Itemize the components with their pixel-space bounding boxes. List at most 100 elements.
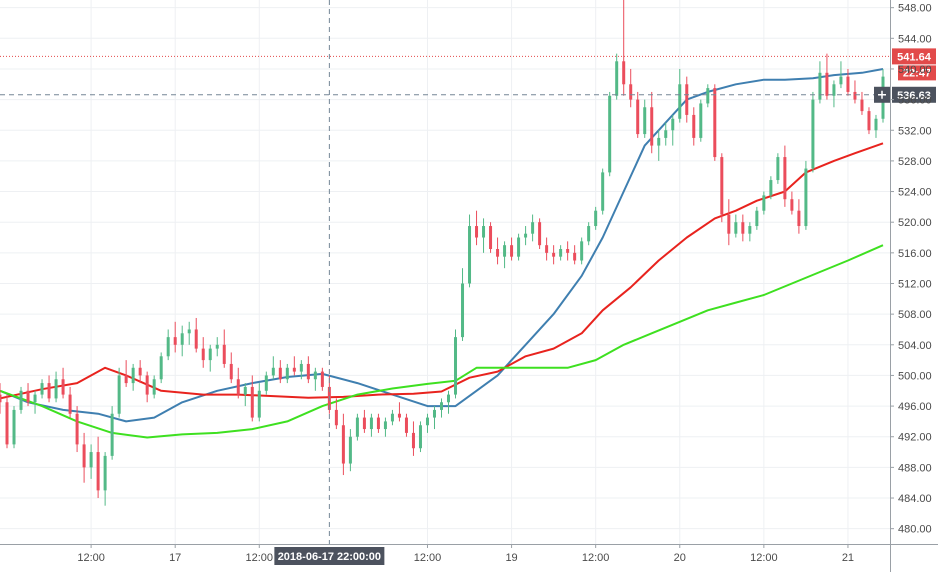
- candle-body: [229, 363, 233, 380]
- ma-line-long: [0, 244, 884, 439]
- candle-body: [110, 413, 114, 456]
- candle-body: [580, 241, 584, 261]
- candle-body: [292, 367, 296, 372]
- y-tick-label: 496.00: [898, 401, 932, 413]
- candle-body: [33, 394, 37, 403]
- candle-body: [531, 222, 535, 234]
- candle-body: [180, 333, 184, 345]
- candle-body: [699, 103, 703, 138]
- candle-body: [503, 245, 507, 257]
- candle-body: [713, 88, 717, 158]
- candle-body: [608, 95, 612, 173]
- y-tick-label: 544.00: [898, 33, 932, 45]
- candle-body: [538, 222, 542, 246]
- moving-averages: [0, 68, 884, 439]
- candle-body: [524, 233, 528, 238]
- candle-body: [411, 432, 415, 449]
- candle-body: [748, 226, 752, 234]
- candle-body: [650, 107, 654, 146]
- x-tick-label: 12:00: [77, 552, 105, 564]
- candle-body: [103, 455, 107, 491]
- candle-body: [510, 245, 514, 257]
- candle-body: [797, 210, 801, 227]
- candle-body: [790, 199, 794, 211]
- last-price-badge: [892, 48, 936, 65]
- y-tick-label: 488.00: [898, 462, 932, 474]
- candle-body: [811, 99, 815, 169]
- ma-line-mid: [0, 142, 884, 400]
- plus-icon: [878, 90, 886, 99]
- candle-body: [496, 249, 500, 257]
- candle-body: [54, 379, 58, 399]
- candle-body: [320, 371, 324, 387]
- candle-body: [19, 390, 23, 410]
- candle-body: [278, 367, 282, 380]
- crosshair-time-label: 2018-06-17 22:00:00: [278, 551, 381, 563]
- candle-body: [47, 383, 51, 399]
- candle-body: [334, 409, 338, 426]
- candle-body: [215, 344, 219, 349]
- candle-body: [166, 337, 170, 357]
- y-tick-label: 500.00: [898, 370, 932, 382]
- candle-body: [201, 348, 205, 361]
- candle-body: [68, 394, 72, 414]
- y-tick-label: 512.00: [898, 278, 932, 290]
- x-tick-label: 12:00: [750, 552, 778, 564]
- candle-body: [145, 375, 149, 395]
- candle-body: [89, 452, 93, 468]
- candle-body: [257, 390, 261, 418]
- candle-body: [390, 413, 394, 422]
- candle-body: [96, 452, 100, 491]
- candle-body: [482, 226, 486, 238]
- candle-body: [152, 379, 156, 395]
- candle-body: [250, 386, 254, 418]
- candle-body: [517, 237, 521, 257]
- y-tick-label: 516.00: [898, 248, 932, 260]
- candle-body: [755, 210, 759, 227]
- candle-body: [0, 394, 2, 403]
- y-tick-label: 524.00: [898, 187, 932, 199]
- candle-body: [489, 226, 493, 250]
- candle-body: [222, 344, 226, 364]
- candle-body: [867, 111, 871, 131]
- countdown-badge: [898, 65, 936, 81]
- y-tick-label: 548.00: [898, 3, 932, 15]
- y-tick-label: 480.00: [898, 524, 932, 536]
- candle-body: [236, 379, 240, 395]
- candle-body: [313, 371, 317, 380]
- y-tick-label: 504.00: [898, 340, 932, 352]
- candle-body: [573, 252, 577, 261]
- crosshair-time-badge: [274, 547, 385, 565]
- candle-body: [348, 436, 352, 464]
- candle-body: [776, 157, 780, 181]
- x-tick-label: 12:00: [414, 552, 442, 564]
- candle-body: [117, 375, 121, 414]
- candle-body: [594, 210, 598, 227]
- candle-body: [432, 409, 436, 418]
- candle-body: [636, 99, 640, 135]
- y-tick-label: 540.00: [898, 64, 932, 76]
- candle-body: [846, 76, 850, 92]
- candle-body: [369, 417, 373, 430]
- candle-body: [159, 356, 163, 380]
- candle-body: [769, 180, 773, 196]
- candle-body: [264, 375, 268, 391]
- candle-body: [643, 107, 647, 135]
- candle-body: [383, 421, 387, 430]
- x-tick-label: 12:00: [246, 552, 274, 564]
- candle-body: [306, 363, 310, 380]
- candle-body: [397, 413, 401, 418]
- candle-body: [559, 249, 563, 257]
- candle-body: [82, 444, 86, 468]
- candle-body: [61, 379, 65, 395]
- y-tick-label: 532.00: [898, 125, 932, 137]
- candle-body: [545, 245, 549, 253]
- y-tick-label: 528.00: [898, 156, 932, 168]
- candle-body: [447, 394, 451, 403]
- x-tick-label: 12:00: [582, 552, 610, 564]
- candle-body: [187, 329, 191, 334]
- candle-body: [720, 157, 724, 215]
- crosshair-price-badge: [892, 86, 936, 103]
